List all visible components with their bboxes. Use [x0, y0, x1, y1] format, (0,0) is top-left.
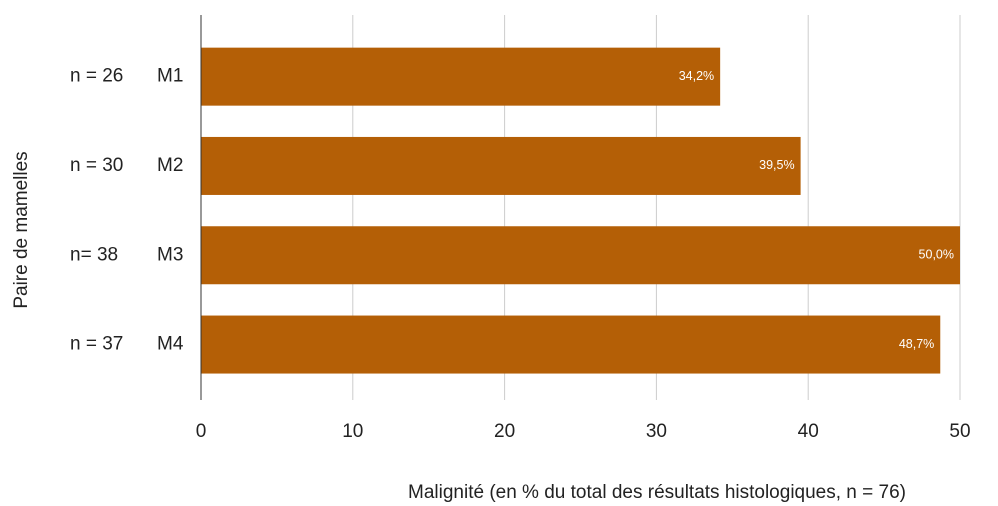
bar — [201, 136, 801, 195]
bar — [201, 47, 721, 106]
value-label: 34,2% — [679, 69, 714, 83]
value-label: 50,0% — [919, 248, 954, 262]
x-tick-label: 40 — [798, 421, 819, 442]
y-axis-title: Paire de mamelles — [11, 151, 32, 308]
y-tick-label: M2 — [157, 155, 183, 176]
x-tick-label: 50 — [949, 421, 970, 442]
category-note: n= 38 — [70, 244, 118, 265]
x-tick-label: 30 — [646, 421, 667, 442]
x-tick-label: 20 — [494, 421, 515, 442]
x-tick-label: 0 — [196, 421, 207, 442]
x-axis-title: Malignité (en % du total des résultats h… — [408, 482, 906, 503]
category-note: n = 30 — [70, 155, 123, 176]
y-tick-label: M3 — [157, 244, 183, 265]
value-label: 48,7% — [899, 337, 934, 351]
value-label: 39,5% — [759, 158, 794, 172]
category-note: n = 37 — [70, 334, 123, 355]
x-tick-label: 10 — [342, 421, 363, 442]
bar — [201, 315, 941, 374]
y-tick-label: M4 — [157, 334, 184, 355]
y-tick-label: M1 — [157, 66, 183, 87]
category-note: n = 26 — [70, 66, 123, 87]
bar — [201, 226, 960, 285]
